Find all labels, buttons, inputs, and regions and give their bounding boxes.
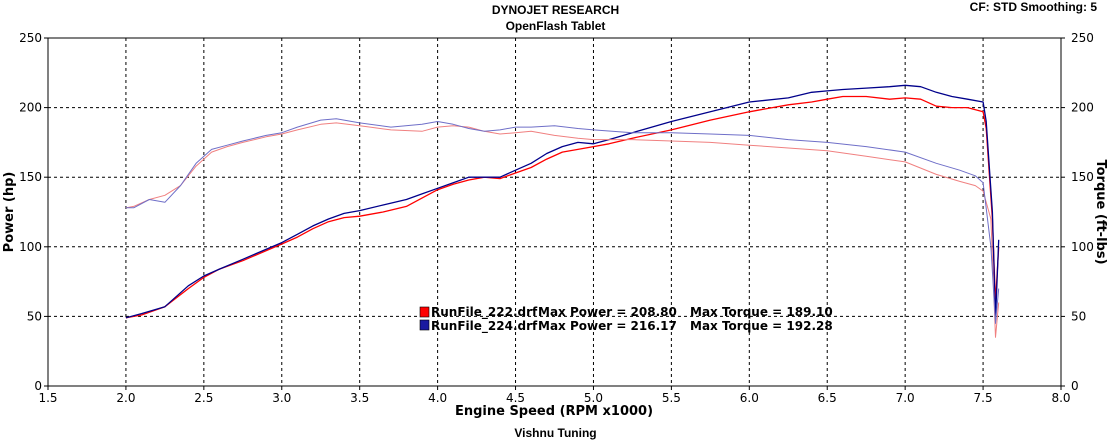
y-axis-left-label: Power (hp) xyxy=(2,172,17,253)
plot-area-frame xyxy=(47,37,1062,387)
legend-swatch-run222 xyxy=(419,306,430,318)
y-tick-label-right: 50 xyxy=(1071,309,1086,323)
y-tick-label-left: 0 xyxy=(34,379,42,393)
y-tick-label-left: 250 xyxy=(19,31,42,45)
series-line-runfile-224-power xyxy=(125,84,1000,320)
legend-run224-max-torque: Max Torque = 192.28 xyxy=(690,319,833,333)
series-line-runfile-224-torque xyxy=(125,118,1000,324)
x-tick-label: 3.0 xyxy=(272,391,291,405)
x-tick-label: 7.5 xyxy=(974,391,993,405)
legend-swatch-run224 xyxy=(419,319,430,331)
y-tick-label-left: 150 xyxy=(19,170,42,184)
y-axis-right-label: Torque (ft-lbs) xyxy=(1093,159,1108,264)
y-tick-label-left: 200 xyxy=(19,101,42,115)
series-line-runfile-222-torque xyxy=(125,122,1000,338)
series-line-runfile-222-power xyxy=(125,95,1000,319)
legend-run222-max-power: Max Power = 208.80 xyxy=(538,305,677,319)
grid-lines xyxy=(48,38,1061,386)
y-tick-label-left: 50 xyxy=(27,309,42,323)
x-tick-label: 5.5 xyxy=(662,391,681,405)
x-tick-label: 5.0 xyxy=(584,391,603,405)
y-tick-label-right: 0 xyxy=(1071,379,1079,393)
y-tick-label-right: 200 xyxy=(1071,101,1094,115)
y-tick-label-right: 100 xyxy=(1071,240,1094,254)
cf-smoothing-info: CF: STD Smoothing: 5 xyxy=(969,0,1097,14)
x-tick-label: 2.5 xyxy=(194,391,213,405)
y-tick-label-left: 100 xyxy=(19,240,42,254)
axis-ticks: 1.5 2.0 2.5 3.0 3.5 4.0 4.5 5.0 5.5 6.0 6.5 7.0 7.5 8… xyxy=(19,31,1094,405)
x-tick-label: 7.0 xyxy=(896,391,915,405)
legend-run222-max-torque: Max Torque = 189.10 xyxy=(690,305,833,319)
legend-run222-name: RunFile_222.drf xyxy=(431,305,538,320)
footer-credit: Vishnu Tuning xyxy=(514,426,597,440)
legend-run224-name: RunFile_224.drf xyxy=(431,319,538,334)
legend: RunFile_222.drf Max Power = 208.80 Max T… xyxy=(419,305,833,334)
x-tick-label: 1.5 xyxy=(38,391,57,405)
x-tick-label: 4.5 xyxy=(506,391,525,405)
chart-subtitle: OpenFlash Tablet xyxy=(505,19,606,33)
x-tick-label: 6.0 xyxy=(740,391,759,405)
x-tick-label: 3.5 xyxy=(350,391,369,405)
x-axis-label: Engine Speed (RPM x1000) xyxy=(455,404,653,419)
series-lines xyxy=(125,84,1000,338)
x-tick-label: 8.0 xyxy=(1051,391,1070,405)
y-tick-label-right: 150 xyxy=(1071,170,1094,184)
x-tick-label: 6.5 xyxy=(818,391,837,405)
legend-run224-max-power: Max Power = 216.17 xyxy=(538,319,677,333)
x-tick-label: 2.0 xyxy=(116,391,135,405)
y-tick-label-right: 250 xyxy=(1071,31,1094,45)
chart-title: DYNOJET RESEARCH xyxy=(491,3,620,17)
x-tick-label: 4.0 xyxy=(428,391,447,405)
